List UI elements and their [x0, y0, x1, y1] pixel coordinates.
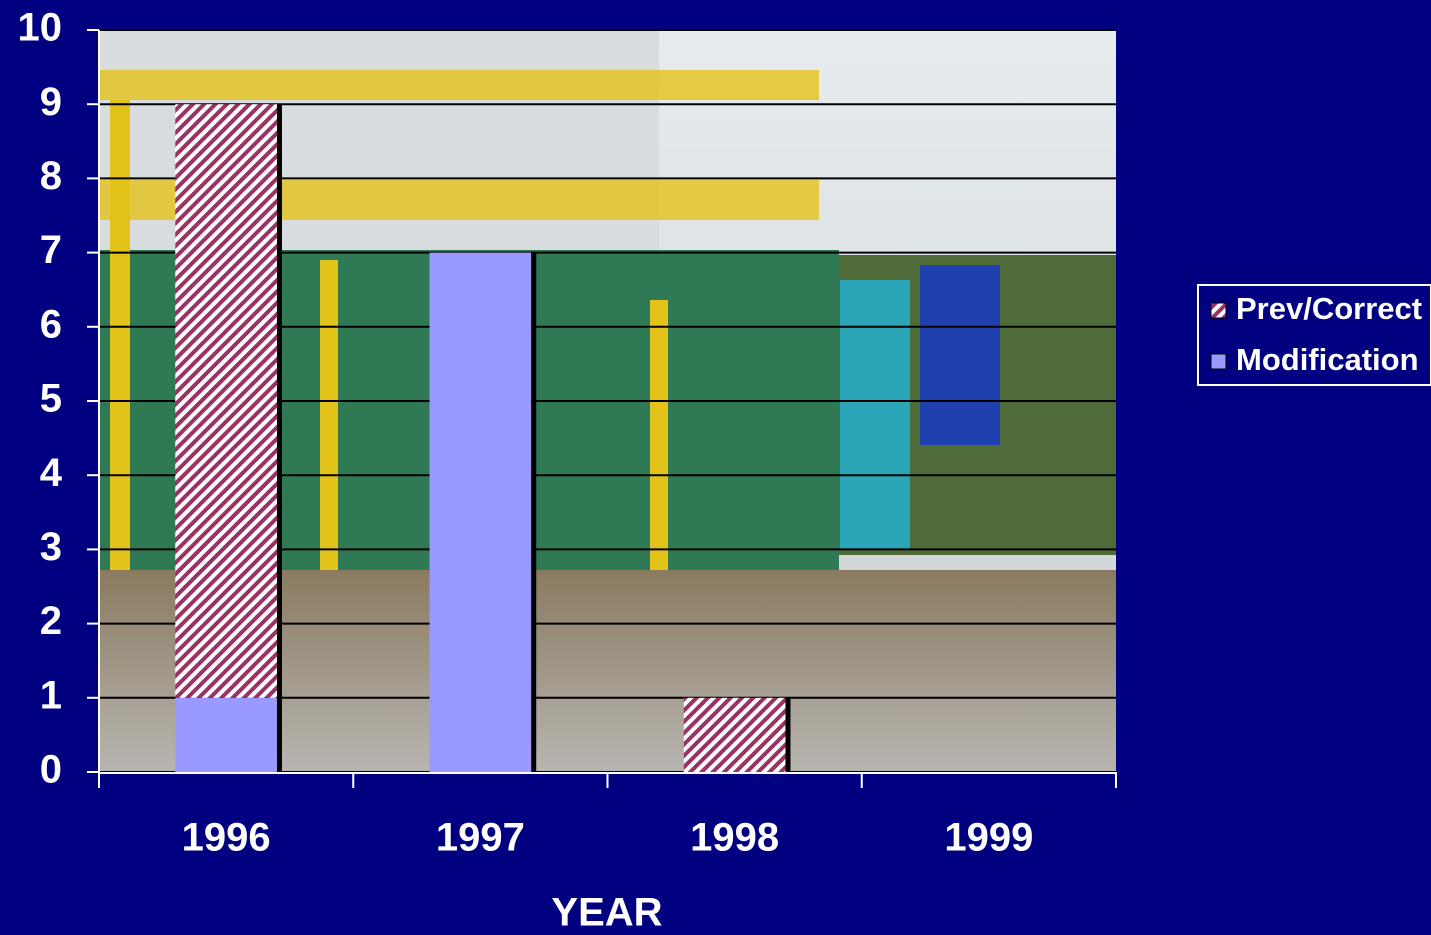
legend-box: [1197, 284, 1431, 386]
bar-shadow: [276, 104, 282, 698]
x-tick-label: 1999: [944, 816, 1033, 860]
x-tick-label: 1996: [182, 816, 271, 860]
bar-segment: [429, 252, 532, 773]
y-tick-label: 7: [40, 228, 62, 272]
y-tick-label: 0: [40, 748, 62, 792]
legend: Prev/Correct Modification: [1210, 291, 1422, 377]
legend-swatch: [1210, 302, 1227, 319]
bar-shadow: [276, 697, 282, 772]
legend-label: Prev/Correct: [1236, 291, 1422, 326]
y-tick-label: 6: [40, 302, 62, 346]
axes: 0 1 2 3 4 5 6 7 8 9 10 1996 1997 1998 1999: [18, 6, 1117, 860]
y-tick-label: 4: [40, 451, 63, 495]
y-tick-label: 1: [40, 673, 62, 717]
legend-swatch: [1210, 353, 1227, 370]
bar-segment: [175, 104, 277, 698]
y-tick-label: 8: [40, 154, 62, 198]
y-tick-label: 5: [40, 377, 62, 421]
y-tick-label: 3: [40, 525, 62, 569]
y-tick-label: 2: [40, 599, 62, 643]
x-tick-label: 1997: [436, 816, 525, 860]
legend-label: Modification: [1236, 342, 1419, 377]
bar-shadow: [785, 697, 791, 772]
y-tick-label: 10: [18, 6, 63, 50]
bar-segment: [175, 697, 277, 772]
bars: [175, 104, 791, 773]
y-tick-label: 9: [40, 80, 62, 124]
x-tick-label: 1998: [690, 816, 779, 860]
x-axis-title: YEAR: [551, 891, 662, 935]
bar-shadow: [531, 252, 537, 773]
bar-segment: [683, 697, 786, 772]
